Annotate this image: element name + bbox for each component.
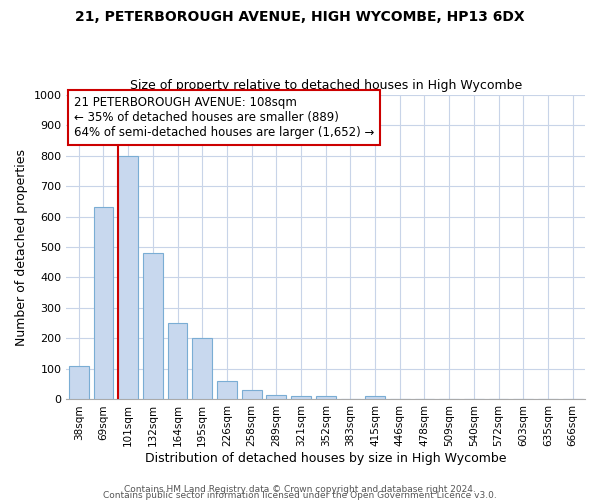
Bar bbox=[94, 208, 113, 400]
Bar bbox=[242, 390, 262, 400]
Y-axis label: Number of detached properties: Number of detached properties bbox=[15, 148, 28, 346]
Bar bbox=[167, 323, 187, 400]
Bar bbox=[316, 396, 335, 400]
Bar bbox=[143, 253, 163, 400]
Title: Size of property relative to detached houses in High Wycombe: Size of property relative to detached ho… bbox=[130, 79, 522, 92]
Text: 21, PETERBOROUGH AVENUE, HIGH WYCOMBE, HP13 6DX: 21, PETERBOROUGH AVENUE, HIGH WYCOMBE, H… bbox=[75, 10, 525, 24]
Text: Contains HM Land Registry data © Crown copyright and database right 2024.: Contains HM Land Registry data © Crown c… bbox=[124, 485, 476, 494]
Bar bbox=[193, 338, 212, 400]
Text: Contains public sector information licensed under the Open Government Licence v3: Contains public sector information licen… bbox=[103, 490, 497, 500]
Bar bbox=[266, 395, 286, 400]
Bar bbox=[69, 366, 89, 400]
Text: 21 PETERBOROUGH AVENUE: 108sqm
← 35% of detached houses are smaller (889)
64% of: 21 PETERBOROUGH AVENUE: 108sqm ← 35% of … bbox=[74, 96, 374, 139]
Bar bbox=[118, 156, 138, 400]
Bar bbox=[217, 381, 237, 400]
X-axis label: Distribution of detached houses by size in High Wycombe: Distribution of detached houses by size … bbox=[145, 452, 506, 465]
Bar bbox=[365, 396, 385, 400]
Bar bbox=[291, 396, 311, 400]
